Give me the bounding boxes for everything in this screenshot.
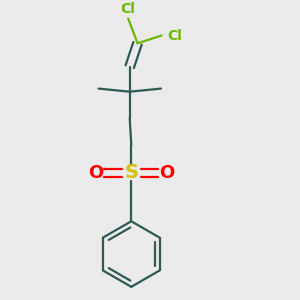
Text: Cl: Cl	[121, 2, 136, 16]
Text: O: O	[160, 164, 175, 182]
Text: O: O	[88, 164, 103, 182]
Text: S: S	[124, 164, 138, 182]
Text: Cl: Cl	[167, 28, 182, 43]
